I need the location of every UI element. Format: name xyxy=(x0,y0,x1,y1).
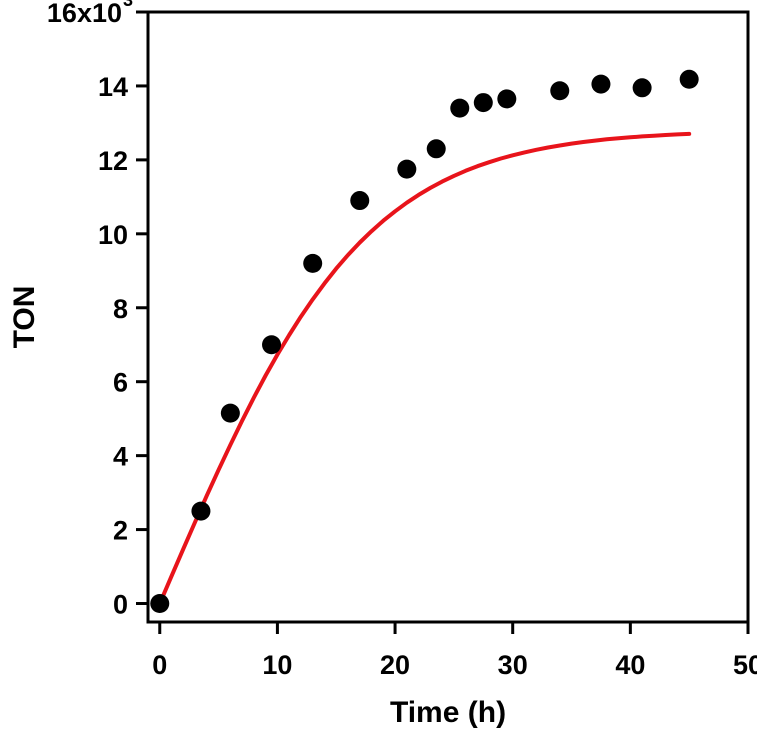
y-tick-label: 4 xyxy=(113,442,128,472)
data-point xyxy=(150,594,170,614)
y-tick-label: 12 xyxy=(98,146,128,176)
y-axis: 0 2 4 6 8 10 12 14 16x10 3 xyxy=(47,0,148,620)
x-axis-title: Time (h) xyxy=(390,696,506,729)
data-point xyxy=(426,139,446,159)
x-tick-label: 10 xyxy=(262,650,292,680)
data-point xyxy=(679,69,699,89)
data-point xyxy=(397,159,417,179)
x-tick-label: 20 xyxy=(380,650,410,680)
y-tick-label: 6 xyxy=(113,368,128,398)
data-point xyxy=(303,253,323,273)
y-axis-title: TON xyxy=(8,286,41,349)
plot-frame xyxy=(146,10,750,624)
y-tick-label: 16x10 xyxy=(47,0,122,28)
x-tick-label: 30 xyxy=(498,650,528,680)
y-tick-label: 8 xyxy=(113,294,128,324)
data-point xyxy=(191,501,211,521)
data-point xyxy=(632,78,652,98)
data-point xyxy=(262,335,282,355)
y-tick-label: 2 xyxy=(113,516,128,546)
y-tick-label: 14 xyxy=(98,72,128,102)
data-point xyxy=(473,93,493,113)
data-point xyxy=(450,98,470,118)
fit-curve xyxy=(157,131,692,606)
data-point xyxy=(350,191,370,211)
data-point xyxy=(220,403,240,423)
x-axis: 0 10 20 30 40 50 xyxy=(152,622,757,680)
data-point xyxy=(497,89,517,109)
data-point xyxy=(591,74,611,94)
data-points-layer xyxy=(150,69,699,614)
y-tick-label: 0 xyxy=(113,590,128,620)
data-point xyxy=(550,81,570,101)
y-tick-label: 10 xyxy=(98,220,128,250)
x-tick-label: 50 xyxy=(733,650,757,680)
fit-curve-layer xyxy=(157,131,692,606)
y-multiplier-exponent: 3 xyxy=(123,0,133,10)
x-tick-label: 40 xyxy=(615,650,645,680)
x-tick-label: 0 xyxy=(152,650,167,680)
